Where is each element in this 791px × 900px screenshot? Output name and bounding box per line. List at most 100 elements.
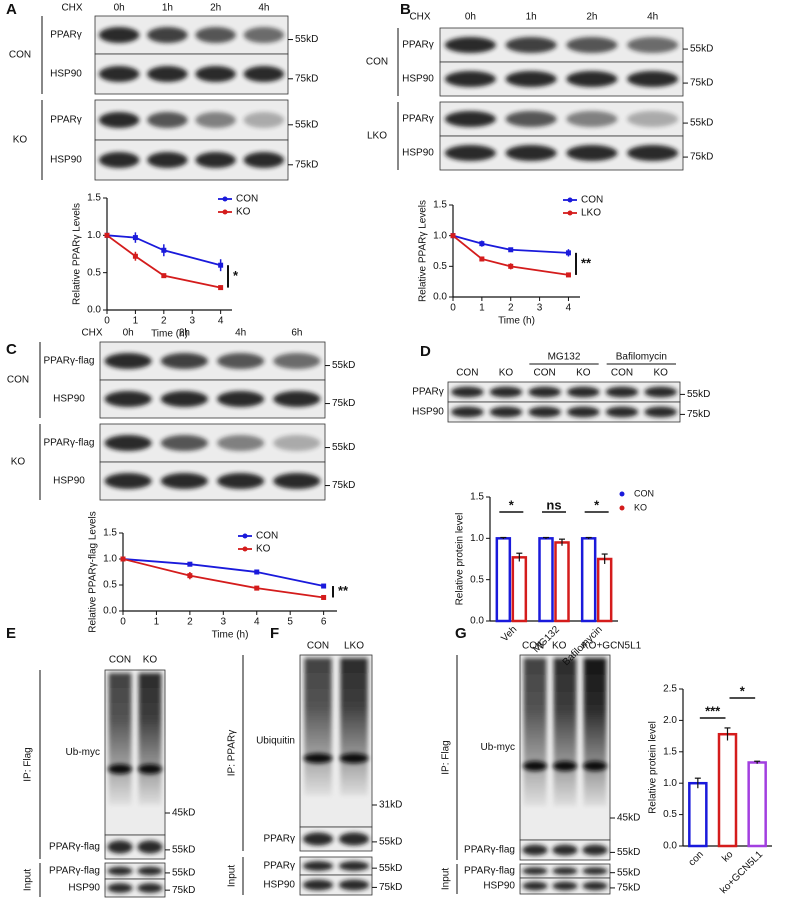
point	[254, 569, 260, 575]
size-marker: 55kD	[687, 389, 710, 400]
x-tick-label: ko	[720, 849, 736, 865]
band	[273, 435, 321, 451]
band	[505, 145, 557, 161]
lane-label: 4h	[647, 12, 658, 23]
band	[273, 473, 321, 489]
lane-label: CON	[109, 655, 131, 666]
band	[566, 145, 618, 161]
band	[583, 761, 607, 771]
band	[627, 71, 679, 87]
lane-label: CON	[456, 368, 478, 379]
row-label: HSP90	[68, 883, 100, 894]
band	[104, 473, 152, 489]
row-label: PPARγ-flag	[44, 356, 95, 367]
band	[138, 764, 162, 774]
series-line	[106, 234, 221, 267]
significance: *	[509, 497, 515, 512]
treatment-label: CHX	[81, 328, 102, 339]
x-tick-label: 3	[537, 303, 543, 314]
size-marker: 75kD	[295, 159, 318, 170]
x-tick-label: 4	[254, 617, 260, 628]
group-label: IP: Flag	[23, 747, 34, 781]
lane-label: 0h	[465, 12, 476, 23]
x-tick-label: 2	[187, 617, 193, 628]
lane-label: CON	[534, 368, 556, 379]
series-line	[452, 234, 569, 254]
row-label: HSP90	[483, 881, 515, 892]
group-label: IP: Flag	[441, 740, 452, 774]
y-tick-label: 1.0	[663, 778, 677, 789]
treatment-label: MG132	[548, 352, 581, 363]
smear	[340, 658, 368, 796]
band	[160, 473, 208, 489]
size-marker: 45kD	[617, 813, 640, 824]
size-marker: 55kD	[332, 442, 355, 453]
band	[627, 145, 679, 161]
band	[104, 391, 152, 407]
smear	[108, 673, 132, 805]
point	[321, 583, 327, 589]
band	[605, 386, 639, 398]
size-marker: 75kD	[379, 882, 402, 893]
lane-label: KO	[552, 641, 567, 652]
y-tick-label: 1.5	[87, 193, 101, 204]
series-line	[452, 234, 569, 276]
band	[137, 866, 163, 876]
band	[273, 353, 321, 369]
treatment-label: Bafilomycin	[616, 352, 667, 363]
lane-label: CON	[522, 641, 544, 652]
row-label: PPARγ	[402, 114, 434, 125]
band	[147, 112, 188, 128]
size-marker: 55kD	[172, 868, 195, 879]
x-tick-label: 3	[189, 316, 195, 327]
band	[160, 391, 208, 407]
bar	[511, 556, 528, 623]
band	[107, 840, 133, 854]
band	[528, 386, 561, 398]
smear	[583, 658, 607, 806]
x-tick-label: 0	[450, 303, 456, 314]
y-tick-label: 1.5	[103, 528, 117, 539]
smear	[138, 673, 162, 805]
point	[161, 273, 167, 279]
band	[567, 406, 600, 418]
row-label: HSP90	[53, 394, 85, 405]
band	[195, 112, 236, 128]
panel-letter: C	[6, 341, 17, 358]
lane-label: 1h	[162, 3, 173, 14]
lane-label: CON	[307, 641, 329, 652]
row-label: PPARγ-flag	[44, 438, 95, 449]
row-label: Ub-myc	[481, 742, 515, 753]
y-tick-label: 0.0	[663, 841, 677, 852]
legend-label: KO	[634, 502, 647, 512]
bar	[538, 537, 554, 623]
band	[273, 391, 321, 407]
row-label: PPARγ-flag	[49, 842, 100, 853]
row-label: PPARγ	[50, 30, 82, 41]
band	[444, 71, 496, 87]
x-tick-label: 5	[287, 617, 293, 628]
y-tick-label: 0.5	[663, 809, 677, 820]
y-tick-label: 1.0	[103, 554, 117, 565]
size-marker: 55kD	[690, 44, 713, 55]
row-label: Ub-myc	[66, 747, 100, 758]
band	[444, 37, 496, 53]
band	[338, 861, 370, 871]
band	[195, 66, 236, 82]
legend-marker	[222, 209, 228, 215]
significance: ***	[705, 703, 721, 718]
y-tick-label: 0.5	[470, 574, 484, 585]
band	[528, 406, 561, 418]
band	[338, 879, 370, 891]
x-tick-label: 4	[218, 316, 224, 327]
group-label: CON	[7, 375, 29, 386]
point	[218, 262, 224, 268]
band	[98, 27, 140, 43]
lane-label: 0h	[123, 328, 134, 339]
legend-label: KO	[236, 207, 251, 218]
y-axis-label: Relative PPARγ Levels	[72, 203, 83, 305]
band	[552, 881, 578, 891]
size-marker: 45kD	[172, 808, 195, 819]
band	[627, 37, 679, 53]
band	[302, 879, 334, 891]
